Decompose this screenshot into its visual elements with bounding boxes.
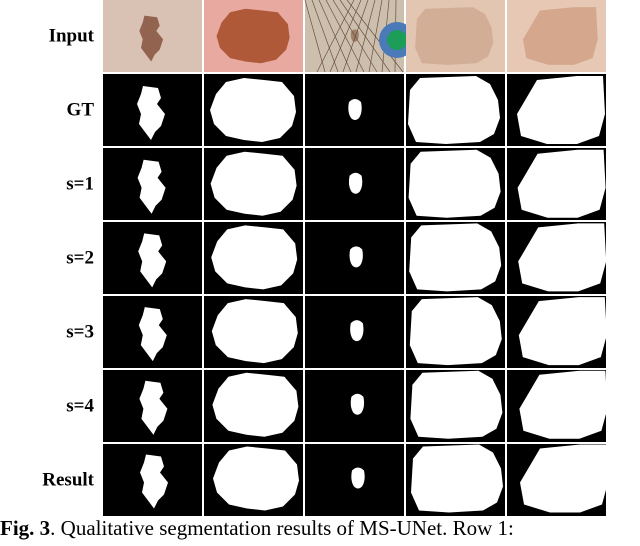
mask: [520, 444, 608, 513]
mask-image: [305, 74, 404, 146]
mask: [519, 370, 608, 439]
mask-image: [204, 74, 303, 146]
mask: [348, 172, 363, 194]
row-label: Input: [49, 25, 95, 46]
mask-image: [204, 370, 303, 442]
mask: [211, 299, 298, 364]
mask: [213, 446, 299, 511]
input-image: [304, 0, 415, 73]
mask: [137, 86, 165, 140]
mask: [212, 372, 299, 437]
image-grid: Input GT s=1 s=2 s=3 s=4 Result: [42, 0, 608, 516]
hair: [329, 0, 362, 73]
row-label: s=2: [66, 247, 94, 268]
mask: [140, 454, 168, 509]
mask: [138, 307, 167, 362]
row-label: s=3: [66, 321, 94, 342]
ruler-dot: [387, 30, 407, 50]
mask: [518, 223, 607, 292]
mask: [137, 159, 166, 214]
mask: [411, 444, 503, 513]
mask: [350, 393, 365, 415]
mask-image: [305, 296, 404, 368]
input-image: [103, 0, 202, 72]
row-label: GT: [67, 99, 95, 120]
mask: [517, 149, 606, 218]
mask-image: [406, 444, 505, 516]
mask-image: [103, 148, 202, 220]
mask-image: [204, 222, 303, 294]
mask-image: [507, 444, 608, 516]
mask: [409, 297, 502, 366]
input-image: [406, 0, 505, 72]
mask-image: [406, 296, 505, 368]
lesion: [216, 8, 290, 64]
mask-image: [406, 148, 505, 220]
mask-image: [204, 296, 303, 368]
mask: [210, 78, 296, 142]
mask: [410, 370, 503, 439]
lesion: [522, 7, 598, 65]
mask-image: [507, 148, 606, 220]
hair: [342, 0, 369, 73]
mask: [408, 149, 501, 218]
mask: [211, 225, 298, 290]
mask-image: [103, 74, 202, 146]
input-image: [204, 0, 303, 72]
hair: [346, 0, 404, 73]
mask-image: [507, 222, 607, 294]
hair: [316, 0, 355, 73]
mask-image: [103, 222, 202, 294]
mask: [351, 467, 365, 489]
caption-label: Fig. 3: [0, 516, 51, 540]
mask-image: [204, 148, 303, 220]
lesion: [139, 15, 164, 62]
mask-image: [507, 370, 608, 442]
mask-image: [103, 444, 202, 516]
hair: [304, 0, 326, 73]
hair: [311, 0, 339, 73]
mask-image: [305, 444, 404, 516]
mask: [139, 380, 168, 435]
hair: [355, 0, 376, 73]
row-label: Result: [42, 469, 94, 490]
row-label: s=4: [66, 395, 94, 416]
hair: [325, 0, 365, 73]
mask-image: [305, 222, 404, 294]
mask: [138, 233, 167, 288]
row-label: s=1: [66, 173, 94, 194]
hair: [368, 0, 383, 73]
mask: [409, 223, 502, 292]
mask-image: [507, 296, 607, 368]
mask-image: [406, 74, 505, 146]
mask-image: [103, 370, 202, 442]
mask: [408, 76, 500, 144]
mask-image: [204, 444, 303, 516]
hair: [332, 0, 378, 73]
input-image: [507, 0, 606, 72]
mask-image: [305, 148, 404, 220]
lesion: [415, 7, 494, 65]
mask: [350, 320, 364, 342]
mask: [348, 99, 362, 120]
hair: [318, 0, 352, 73]
mask: [349, 246, 363, 268]
mask: [518, 297, 607, 366]
caption: Fig. 3. Qualitative segmentation results…: [0, 516, 514, 541]
mask-image: [406, 370, 505, 442]
mask-image: [507, 74, 606, 146]
caption-text: . Qualitative segmentation results of MS…: [50, 516, 514, 540]
mask-image: [305, 370, 404, 442]
hair: [339, 0, 391, 73]
mask-image: [406, 222, 505, 294]
mask: [210, 151, 297, 216]
mask-image: [103, 296, 202, 368]
mask: [517, 76, 605, 144]
